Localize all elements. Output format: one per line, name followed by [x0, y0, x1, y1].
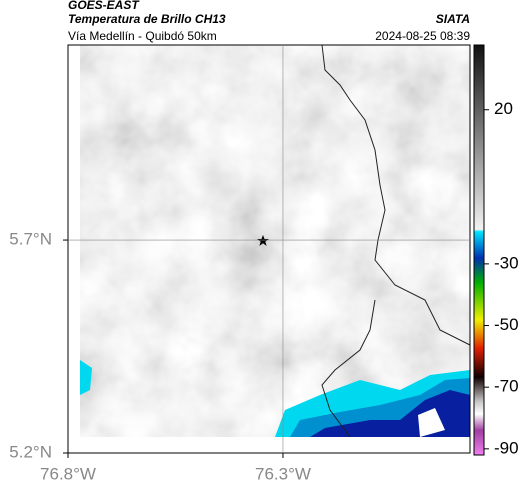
- colorbar-tick-label: -70: [494, 377, 519, 396]
- colorbar-tick-label: -90: [494, 438, 519, 457]
- datetime: 2024-08-25 08:39: [375, 29, 470, 43]
- colorbar: [473, 44, 485, 456]
- source: SIATA: [436, 12, 470, 26]
- title: GOES-EAST: [68, 0, 140, 12]
- location: Vía Medellín - Quibdó 50km: [68, 29, 217, 43]
- subtitle: Temperatura de Brillo CH13: [68, 12, 226, 26]
- x-tick-label: 76.8°W: [40, 464, 96, 483]
- colorbar-tick-label: -30: [494, 253, 519, 272]
- y-tick-label: 5.7°N: [9, 230, 52, 249]
- colorbar-tick-label: -50: [494, 315, 519, 334]
- map-frame: [67, 44, 471, 454]
- station-marker: [257, 235, 269, 246]
- y-tick-label: 5.2°N: [9, 442, 52, 461]
- brightness-field: [80, 45, 470, 437]
- x-tick-label: 76.3°W: [255, 464, 311, 483]
- cold-cloud-tops: [80, 360, 470, 437]
- borders: [321, 44, 471, 438]
- colorbar-tick-label: 20: [494, 99, 513, 118]
